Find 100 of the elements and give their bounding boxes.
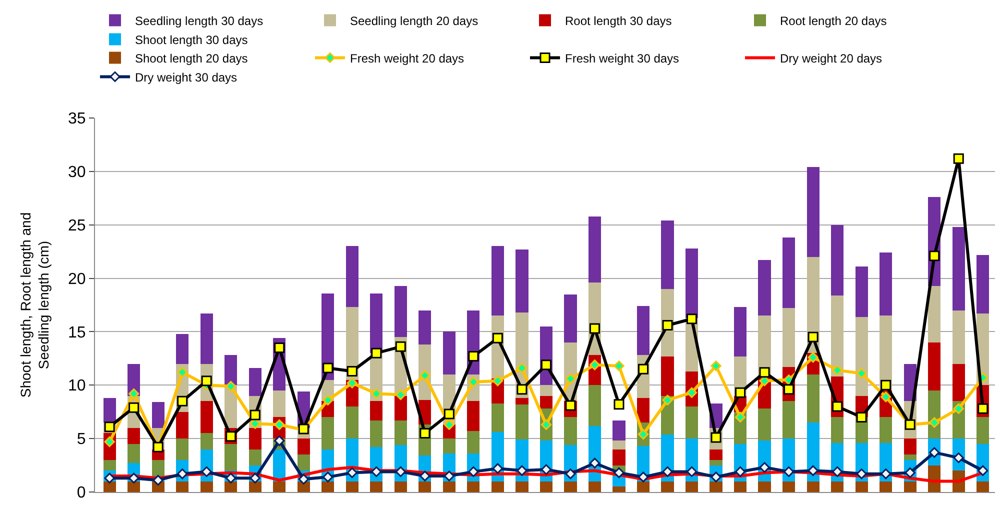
bar [831, 224, 844, 296]
bar [612, 420, 626, 441]
bar [103, 460, 116, 471]
point [880, 392, 892, 402]
bar [370, 420, 383, 448]
bar [467, 401, 480, 432]
point [784, 466, 794, 477]
bar [442, 438, 456, 454]
point [540, 464, 552, 475]
point [565, 468, 576, 480]
legend-label: Fresh weight 20 days [350, 51, 464, 66]
point [444, 419, 454, 430]
point [686, 466, 698, 477]
point [565, 373, 576, 384]
point [468, 351, 479, 362]
bar [685, 481, 698, 492]
bar [394, 286, 407, 338]
bar [442, 481, 456, 492]
point [614, 399, 624, 410]
bar [782, 308, 796, 367]
point [734, 466, 746, 477]
legend-label: Seedling length 30 days [135, 14, 264, 28]
bar [831, 417, 844, 443]
bar [200, 314, 213, 364]
point [953, 153, 964, 164]
point [808, 332, 818, 342]
bar [273, 390, 286, 418]
bar [904, 438, 916, 455]
bar [588, 481, 602, 492]
bar [636, 481, 650, 492]
bar [734, 481, 747, 492]
bar [128, 444, 140, 464]
y-tick-label: 35 [68, 110, 86, 128]
legend-label: Shoot length 20 days [135, 51, 248, 66]
bar [661, 220, 674, 289]
point [953, 403, 964, 414]
point [710, 360, 722, 372]
bar [855, 481, 868, 492]
point [759, 367, 770, 378]
bar [685, 406, 698, 439]
point [395, 466, 406, 477]
point [638, 472, 649, 482]
bar [976, 481, 990, 492]
bar [782, 481, 796, 492]
point [808, 465, 818, 476]
y-tick-label: 15 [68, 324, 86, 342]
bar [176, 334, 189, 364]
bar [540, 396, 553, 409]
bar [176, 438, 189, 460]
bar [418, 481, 432, 492]
bar [880, 481, 892, 492]
bar [370, 481, 383, 492]
bar [322, 481, 334, 492]
point [589, 458, 600, 468]
bar [564, 481, 577, 492]
point [420, 470, 430, 482]
legend-label: Shoot length 30 days [135, 32, 248, 47]
point [662, 466, 673, 477]
bar [952, 310, 965, 364]
bar [782, 401, 796, 439]
point [978, 403, 988, 414]
point [468, 376, 479, 388]
point [832, 401, 843, 412]
point [880, 380, 892, 390]
bar [928, 342, 941, 390]
bar [806, 167, 820, 257]
point [516, 362, 528, 374]
bar [588, 216, 602, 283]
point [444, 408, 454, 420]
point [856, 412, 867, 422]
point [346, 378, 358, 388]
bar [710, 460, 722, 466]
bar [806, 374, 820, 423]
bar [904, 454, 916, 460]
point [201, 466, 212, 477]
bar [442, 332, 456, 374]
bar [952, 226, 965, 310]
point [929, 250, 940, 262]
point [516, 384, 528, 395]
bar [855, 266, 868, 317]
bar [248, 481, 262, 492]
point [856, 368, 867, 379]
bar [418, 310, 432, 345]
point [322, 362, 334, 374]
point [880, 468, 892, 480]
bar [806, 481, 820, 492]
bar [103, 398, 116, 423]
point [540, 360, 552, 370]
point [371, 388, 382, 399]
point [614, 360, 624, 372]
bar [346, 246, 358, 308]
bar [248, 449, 262, 466]
bar [491, 403, 504, 432]
point [346, 467, 358, 478]
y-tick-label: 5 [76, 431, 86, 448]
point [395, 341, 406, 352]
point [371, 348, 382, 358]
point [832, 466, 843, 477]
bar [346, 406, 358, 439]
point [444, 470, 454, 482]
